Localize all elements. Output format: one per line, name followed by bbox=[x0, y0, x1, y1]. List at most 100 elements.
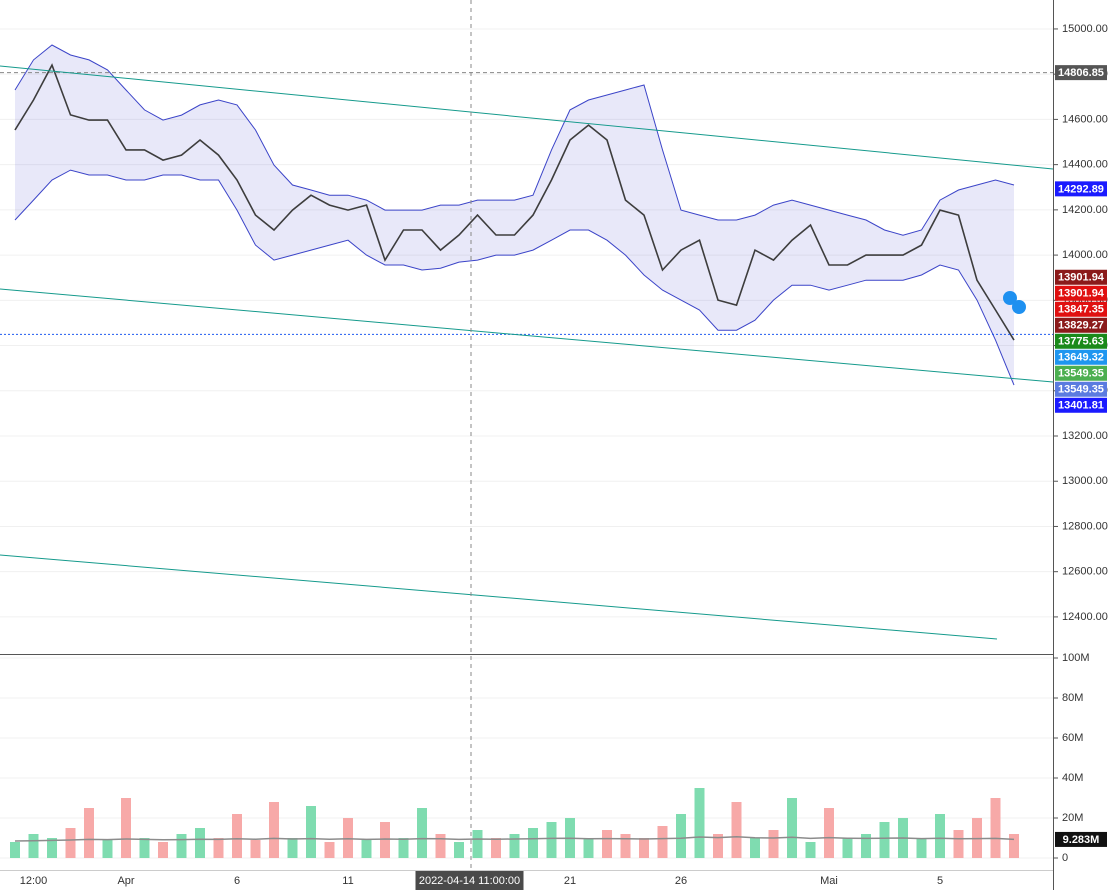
volume-bar bbox=[417, 808, 427, 858]
volume-bar bbox=[472, 830, 483, 858]
volume-bar bbox=[657, 826, 668, 858]
volume-bar bbox=[935, 814, 945, 858]
price-tag-label: 14806.85 bbox=[1058, 67, 1104, 79]
volume-bar bbox=[509, 834, 520, 858]
y-tick-label: 12400.00 bbox=[1062, 611, 1108, 623]
volume-bar bbox=[398, 838, 409, 858]
volume-bar bbox=[546, 822, 557, 858]
volume-bar bbox=[694, 788, 705, 858]
price-tag-label: 13847.35 bbox=[1058, 304, 1104, 316]
volume-bar bbox=[10, 842, 20, 858]
price-tag-label: 13549.35 bbox=[1058, 368, 1104, 380]
y-tick-label: 14000.00 bbox=[1062, 249, 1108, 261]
volume-bar bbox=[306, 806, 316, 858]
x-tick-label: Mai bbox=[820, 875, 838, 887]
y-tick-label: 14400.00 bbox=[1062, 159, 1108, 171]
axes: 12400.00 12600.00 12800.00 13000.00 13200.00… bbox=[20, 23, 1108, 890]
volume-bar bbox=[435, 834, 446, 858]
volume-bar bbox=[213, 838, 224, 858]
volume-bar bbox=[861, 834, 871, 858]
band-line bbox=[14, 169, 1015, 386]
volume-bar bbox=[639, 838, 649, 858]
volume-bar bbox=[343, 818, 353, 858]
volume-bar bbox=[28, 834, 39, 858]
volume-bar bbox=[842, 838, 853, 858]
price-tag-label: 13901.94 bbox=[1058, 288, 1105, 300]
y-tick-label: 13200.00 bbox=[1062, 430, 1108, 442]
price-tag bbox=[1055, 397, 1107, 413]
y-tick-label: 12600.00 bbox=[1062, 566, 1108, 578]
y-tick-label: 0 bbox=[1062, 852, 1068, 864]
volume-ma bbox=[14, 836, 1015, 842]
pivot-marker[interactable] bbox=[1003, 291, 1017, 305]
price-tag bbox=[1055, 349, 1107, 365]
price-tag bbox=[1055, 333, 1107, 349]
volume-bar bbox=[287, 838, 298, 858]
channel-line bbox=[0, 554, 998, 640]
volume-bar bbox=[232, 814, 242, 858]
volume-bar bbox=[84, 808, 94, 858]
channel-line bbox=[0, 288, 1054, 383]
price-tag bbox=[1055, 285, 1107, 301]
volume-bar bbox=[528, 828, 538, 858]
x-tick-label: 11 bbox=[342, 875, 353, 887]
price-tag-label: 13549.35 bbox=[1058, 384, 1104, 396]
volume-bar bbox=[805, 842, 816, 858]
volume-bar bbox=[787, 798, 797, 858]
price-tag-label: 14292.89 bbox=[1058, 183, 1104, 195]
volume-bar bbox=[491, 838, 501, 858]
volume-bar bbox=[824, 808, 834, 858]
crosshair-label-box bbox=[415, 871, 524, 890]
price-tag-label: 13775.63 bbox=[1058, 336, 1104, 348]
y-tick-label: 12800.00 bbox=[1062, 520, 1108, 532]
plot bbox=[0, 44, 1053, 858]
volume-bar bbox=[250, 840, 261, 858]
price-tag bbox=[1055, 65, 1107, 81]
x-tick-label: Apr bbox=[117, 875, 134, 887]
price-tag-label: 13401.81 bbox=[1058, 400, 1104, 412]
volume-bar bbox=[121, 798, 131, 858]
volume-bar bbox=[731, 802, 742, 858]
volume-bar bbox=[620, 834, 631, 858]
pivot-marker[interactable] bbox=[1012, 300, 1026, 314]
price-tag bbox=[1055, 381, 1107, 397]
volume-bar bbox=[750, 838, 760, 858]
volume-bar bbox=[916, 838, 927, 858]
volume-bar bbox=[269, 802, 279, 858]
price-tag-label: 13901.94 bbox=[1058, 272, 1105, 284]
volume-bar bbox=[583, 838, 594, 858]
price-tag bbox=[1055, 831, 1107, 847]
volume-bar bbox=[713, 834, 723, 858]
volume-bar bbox=[158, 842, 168, 858]
x-tick-label: 26 bbox=[675, 875, 687, 887]
price-tag-label: 9.283M bbox=[1063, 834, 1100, 846]
price-tag bbox=[1055, 301, 1107, 317]
volume-bar bbox=[361, 840, 372, 858]
y-tick-label: 14200.00 bbox=[1062, 204, 1108, 216]
volume-bar bbox=[65, 828, 76, 858]
price-tag-label: 13829.27 bbox=[1058, 320, 1104, 332]
x-tick-label: 21 bbox=[564, 875, 576, 887]
band-line bbox=[14, 44, 1015, 236]
volume-bar bbox=[195, 828, 205, 858]
price-tag-label: 13649.32 bbox=[1058, 352, 1104, 364]
y-tick-label: 13000.00 bbox=[1062, 475, 1108, 487]
channel-line bbox=[0, 65, 1054, 170]
volume-bar bbox=[102, 840, 113, 858]
price-tag bbox=[1055, 317, 1107, 333]
volume-bar bbox=[324, 842, 335, 858]
price-tag bbox=[1055, 365, 1107, 381]
y-tick-label: 100M bbox=[1062, 652, 1090, 664]
y-tick-label: 14600.00 bbox=[1062, 113, 1108, 125]
x-tick-label: 5 bbox=[937, 875, 943, 887]
x-tick-label: 2022-04-14 11:00:00 bbox=[419, 875, 520, 887]
price-tag bbox=[1055, 269, 1107, 285]
price-tag bbox=[1055, 181, 1107, 197]
x-tick-label: 12:00 bbox=[20, 875, 48, 887]
volume-bar bbox=[676, 814, 686, 858]
volume-bar bbox=[879, 822, 890, 858]
x-tick-label: 6 bbox=[234, 875, 240, 887]
